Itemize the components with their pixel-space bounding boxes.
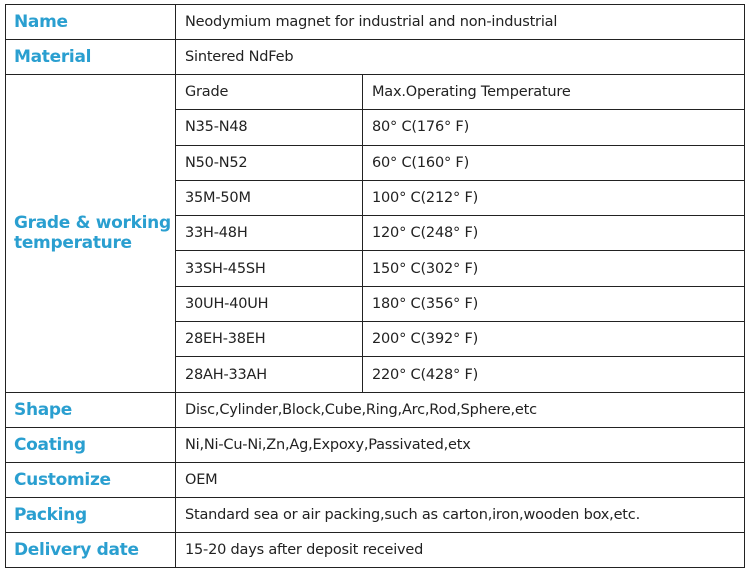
grade-row: N35-N48 80° C(176° F)	[6, 109, 745, 146]
temp-cell: 120° C(248° F)	[362, 215, 745, 252]
spec-table: Name Neodymium magnet for industrial and…	[5, 4, 745, 568]
coating-value: Ni,Ni-Cu-Ni,Zn,Ag,Expoxy,Passivated,etx	[175, 426, 745, 463]
grade-row: 30UH-40UH 180° C(356° F)	[6, 285, 745, 323]
name-label: Name	[5, 4, 176, 40]
customize-value: OEM	[175, 461, 745, 498]
temp-cell: 180° C(356° F)	[362, 285, 745, 323]
row-name: Name Neodymium magnet for industrial and…	[5, 4, 745, 40]
temp-header: Max.Operating Temperature	[362, 73, 745, 111]
packing-label: Packing	[5, 496, 176, 533]
packing-value: Standard sea or air packing,such as cart…	[175, 496, 745, 533]
temp-cell: 200° C(392° F)	[362, 321, 745, 358]
grade-cell: 30UH-40UH	[175, 285, 363, 323]
grade-cell: N35-N48	[175, 109, 363, 146]
name-value: Neodymium magnet for industrial and non-…	[175, 4, 745, 40]
material-label: Material	[5, 39, 176, 75]
grade-row: 28AH-33AH 220° C(428° F)	[6, 356, 745, 393]
temp-cell: 100° C(212° F)	[362, 179, 745, 217]
grade-row: 33SH-45SH 150° C(302° F)	[6, 250, 745, 287]
temp-cell: 220° C(428° F)	[362, 356, 745, 393]
coating-label: Coating	[5, 426, 176, 463]
customize-label: Customize	[5, 461, 176, 498]
grade-row: 28EH-38EH 200° C(392° F)	[6, 321, 745, 358]
grade-row: 33H-48H 120° C(248° F)	[6, 215, 745, 252]
shape-value: Disc,Cylinder,Block,Cube,Ring,Arc,Rod,Sp…	[175, 391, 745, 428]
grade-cell: 35M-50M	[175, 179, 363, 217]
grade-cell: 28EH-38EH	[175, 321, 363, 358]
row-delivery-date: Delivery date 15-20 days after deposit r…	[5, 531, 745, 568]
material-value: Sintered NdFeb	[175, 39, 745, 75]
delivery-date-value: 15-20 days after deposit received	[175, 531, 745, 568]
grade-row: 35M-50M 100° C(212° F)	[6, 179, 745, 217]
row-customize: Customize OEM	[5, 461, 745, 498]
shape-label: Shape	[5, 391, 176, 428]
grade-cell: 28AH-33AH	[175, 356, 363, 393]
grade-cell: 33SH-45SH	[175, 250, 363, 287]
grade-header: Grade	[175, 73, 363, 111]
grade-section-label: Grade & working temperature	[5, 74, 176, 393]
temp-cell: 60° C(160° F)	[362, 144, 745, 181]
temp-cell: 150° C(302° F)	[362, 250, 745, 287]
row-coating: Coating Ni,Ni-Cu-Ni,Zn,Ag,Expoxy,Passiva…	[5, 426, 745, 463]
grade-header-row: Grade & working temperature Grade Max.Op…	[5, 73, 745, 393]
grade-row: N50-N52 60° C(160° F)	[6, 144, 745, 181]
row-packing: Packing Standard sea or air packing,such…	[5, 496, 745, 533]
grade-cell: 33H-48H	[175, 215, 363, 252]
delivery-date-label: Delivery date	[5, 531, 176, 568]
grade-cell: N50-N52	[175, 144, 363, 181]
row-material: Material Sintered NdFeb	[5, 39, 745, 75]
temp-cell: 80° C(176° F)	[362, 109, 745, 146]
row-shape: Shape Disc,Cylinder,Block,Cube,Ring,Arc,…	[5, 391, 745, 428]
